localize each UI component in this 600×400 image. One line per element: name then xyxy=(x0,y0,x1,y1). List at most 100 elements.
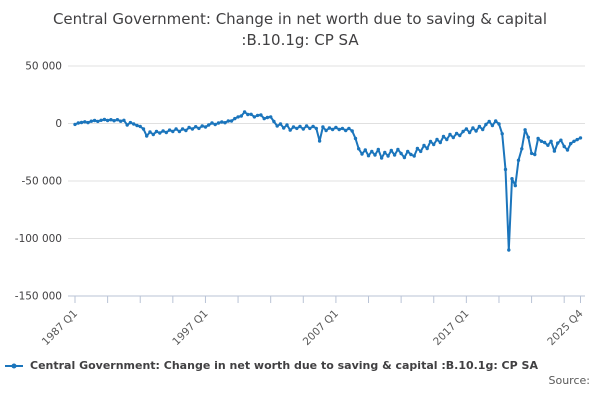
data-point-marker xyxy=(484,122,488,127)
data-point-marker xyxy=(76,121,81,125)
data-point-marker xyxy=(379,156,384,160)
data-point-marker xyxy=(314,126,318,131)
data-point-marker xyxy=(383,150,387,155)
data-point-marker xyxy=(347,126,351,131)
data-point-marker xyxy=(96,119,100,124)
data-point-marker xyxy=(285,123,289,127)
data-point-marker xyxy=(145,134,149,138)
data-point-marker xyxy=(125,123,129,127)
data-point-marker xyxy=(109,118,113,122)
data-point-marker xyxy=(428,139,433,144)
x-tick-label: 1997 Q1 xyxy=(170,308,210,348)
legend: Central Government: Change in net worth … xyxy=(0,359,600,372)
data-point-marker xyxy=(291,125,296,129)
data-point-marker xyxy=(151,132,155,137)
data-point-marker xyxy=(546,143,550,147)
data-point-marker xyxy=(481,127,485,132)
data-point-marker xyxy=(536,136,540,141)
data-point-marker xyxy=(86,120,90,125)
data-point-marker xyxy=(194,125,198,129)
x-tick-label: 2007 Q1 xyxy=(301,308,341,348)
data-point-marker xyxy=(229,119,234,123)
data-point-marker xyxy=(353,136,358,141)
data-point-marker xyxy=(340,126,345,131)
data-point-marker xyxy=(282,126,286,130)
data-point-marker xyxy=(236,115,240,119)
data-point-marker xyxy=(357,147,361,151)
data-point-marker xyxy=(148,130,152,134)
data-point-marker xyxy=(135,123,139,128)
data-point-marker xyxy=(549,139,553,143)
data-point-marker xyxy=(255,113,260,118)
data-point-marker xyxy=(513,183,517,188)
data-point-marker xyxy=(363,148,367,152)
data-point-marker xyxy=(119,119,123,123)
data-point-marker xyxy=(409,152,413,157)
data-point-marker xyxy=(141,127,146,131)
data-point-marker xyxy=(425,146,429,151)
data-point-marker xyxy=(278,122,283,126)
x-tick-label: 1987 Q1 xyxy=(40,308,80,348)
data-point-marker xyxy=(350,129,354,133)
data-point-marker xyxy=(265,115,270,120)
y-tick-label: -100 000 xyxy=(15,233,62,245)
data-point-marker xyxy=(132,122,136,126)
data-point-marker xyxy=(105,118,110,123)
data-point-marker xyxy=(360,152,364,156)
data-point-marker xyxy=(321,125,325,129)
data-point-marker xyxy=(422,143,426,148)
data-point-marker xyxy=(569,141,573,146)
data-point-marker xyxy=(373,153,377,157)
data-point-marker xyxy=(246,112,250,117)
data-point-marker xyxy=(565,148,570,152)
data-point-marker xyxy=(438,140,442,145)
data-point-marker xyxy=(295,126,299,131)
legend-line-marker-icon xyxy=(5,363,23,368)
data-point-marker xyxy=(259,113,263,117)
data-point-marker xyxy=(539,139,544,143)
data-point-marker xyxy=(216,121,221,125)
data-point-marker xyxy=(500,132,504,136)
data-point-marker xyxy=(451,135,455,140)
data-point-marker xyxy=(497,122,501,126)
data-point-marker xyxy=(396,147,400,152)
data-point-marker xyxy=(138,124,142,129)
data-point-marker xyxy=(370,149,374,154)
data-point-marker xyxy=(220,120,224,124)
data-point-marker xyxy=(344,128,348,133)
data-point-marker xyxy=(467,130,472,135)
data-point-marker xyxy=(552,149,557,153)
data-point-marker xyxy=(308,126,312,131)
data-point-marker xyxy=(128,120,133,125)
data-point-marker xyxy=(366,154,371,158)
data-point-marker xyxy=(226,119,230,123)
data-point-marker xyxy=(184,128,188,133)
data-point-marker xyxy=(161,129,165,133)
chart-title: Central Government: Change in net worth … xyxy=(52,10,548,49)
data-point-marker xyxy=(386,154,390,158)
data-point-marker xyxy=(507,248,511,252)
data-point-marker xyxy=(389,148,393,153)
data-point-marker xyxy=(311,124,315,129)
data-point-marker xyxy=(239,114,243,118)
data-point-marker xyxy=(115,118,120,122)
data-point-marker xyxy=(441,134,446,139)
data-point-marker xyxy=(197,126,201,131)
data-point-marker xyxy=(461,129,465,134)
data-point-marker xyxy=(288,128,292,132)
data-point-marker xyxy=(269,115,273,119)
data-point-marker xyxy=(533,152,537,157)
y-tick-label: 50 000 xyxy=(25,61,62,73)
data-point-marker xyxy=(503,167,508,172)
data-point-marker xyxy=(523,128,527,132)
data-point-marker xyxy=(158,131,162,135)
data-point-marker xyxy=(494,119,498,123)
data-point-marker xyxy=(177,129,182,134)
y-tick-label: -150 000 xyxy=(15,291,62,303)
data-point-marker xyxy=(392,153,397,157)
x-tick-label: 2025 Q4 xyxy=(545,307,586,348)
data-point-marker xyxy=(89,119,94,123)
data-point-marker xyxy=(330,127,335,132)
data-point-marker xyxy=(223,121,227,125)
data-point-marker xyxy=(79,120,84,125)
